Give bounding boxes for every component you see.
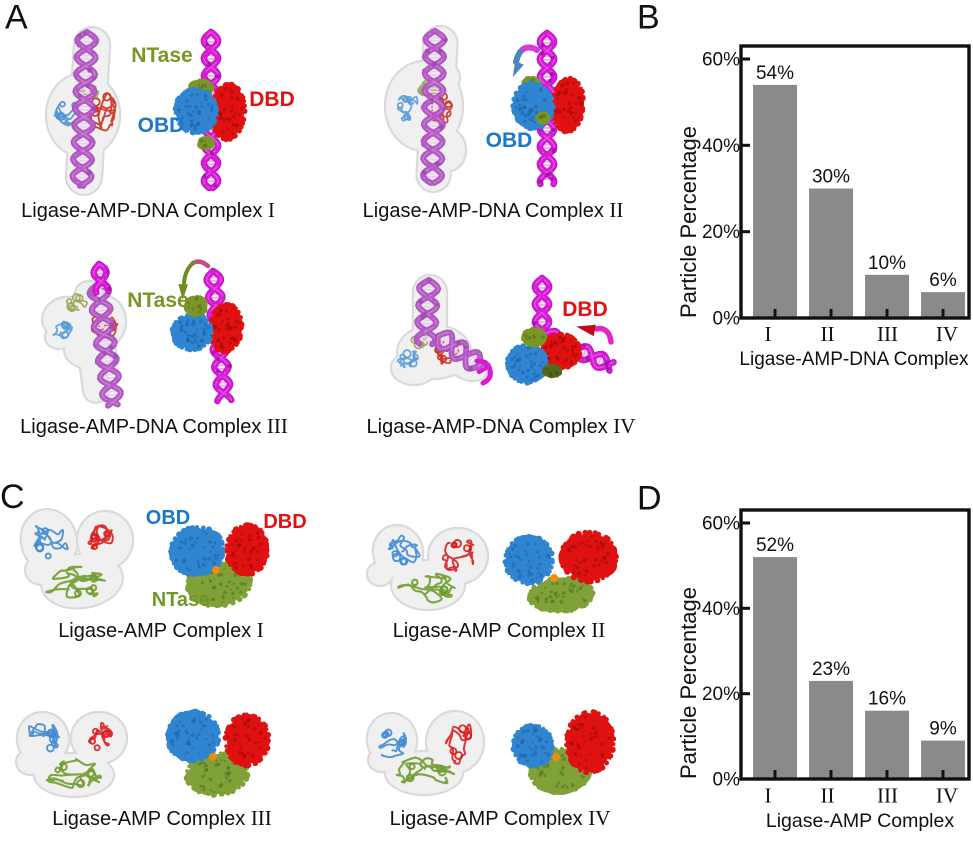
svg-text:40%: 40% — [702, 136, 740, 157]
svg-text:DBD: DBD — [562, 298, 608, 321]
svg-text:IV: IV — [936, 784, 958, 808]
svg-text:52%: 52% — [756, 535, 794, 556]
svg-text:Ligase-AMP Complex I: Ligase-AMP Complex I — [58, 618, 264, 642]
svg-text:Ligase-AMP-DNA Complex: Ligase-AMP-DNA Complex — [739, 349, 969, 370]
svg-text:30%: 30% — [812, 167, 850, 188]
svg-text:60%: 60% — [702, 50, 740, 71]
svg-text:II: II — [821, 784, 835, 808]
svg-text:23%: 23% — [812, 659, 850, 680]
svg-text:0%: 0% — [713, 770, 741, 791]
svg-text:60%: 60% — [702, 514, 740, 535]
svg-text:20%: 20% — [702, 222, 740, 243]
svg-text:III: III — [877, 784, 898, 808]
svg-text:NTase: NTase — [131, 44, 192, 67]
svg-text:Ligase-AMP-DNA Complex I: Ligase-AMP-DNA Complex I — [21, 198, 275, 222]
svg-text:Particle Percentage: Particle Percentage — [676, 126, 701, 318]
svg-text:Ligase-AMP-DNA Complex III: Ligase-AMP-DNA Complex III — [20, 414, 288, 438]
svg-text:OBD: OBD — [486, 129, 533, 152]
svg-text:Ligase-AMP-DNA Complex IV: Ligase-AMP-DNA Complex IV — [367, 414, 636, 438]
svg-text:6%: 6% — [929, 270, 957, 291]
svg-text:10%: 10% — [868, 253, 906, 274]
svg-text:I: I — [765, 322, 772, 346]
svg-text:NTase: NTase — [127, 289, 188, 312]
svg-text:Ligase-AMP-DNA Complex II: Ligase-AMP-DNA Complex II — [363, 198, 624, 222]
svg-text:40%: 40% — [702, 599, 740, 620]
svg-text:OBD: OBD — [138, 114, 185, 137]
svg-text:D: D — [637, 480, 662, 518]
svg-text:16%: 16% — [868, 689, 906, 710]
svg-text:Ligase-AMP Complex: Ligase-AMP Complex — [766, 810, 954, 832]
svg-text:II: II — [821, 322, 835, 346]
svg-text:Ligase-AMP Complex II: Ligase-AMP Complex II — [393, 618, 606, 642]
svg-text:20%: 20% — [702, 684, 740, 705]
svg-text:DBD: DBD — [263, 511, 306, 533]
svg-text:OBD: OBD — [146, 507, 190, 529]
svg-text:54%: 54% — [756, 63, 794, 84]
svg-text:Particle Percentage: Particle Percentage — [676, 587, 701, 779]
svg-text:Ligase-AMP Complex IV: Ligase-AMP Complex IV — [390, 806, 611, 830]
svg-text:NTase: NTase — [152, 589, 211, 611]
svg-text:IV: IV — [936, 322, 958, 346]
svg-text:III: III — [877, 322, 898, 346]
svg-text:0%: 0% — [713, 309, 741, 330]
svg-text:Ligase-AMP Complex III: Ligase-AMP Complex III — [52, 806, 272, 830]
svg-text:C: C — [0, 478, 25, 516]
svg-text:DBD: DBD — [249, 88, 295, 111]
svg-text:A: A — [5, 0, 28, 37]
svg-text:9%: 9% — [929, 719, 957, 740]
svg-text:B: B — [637, 0, 660, 37]
svg-text:I: I — [765, 784, 772, 808]
